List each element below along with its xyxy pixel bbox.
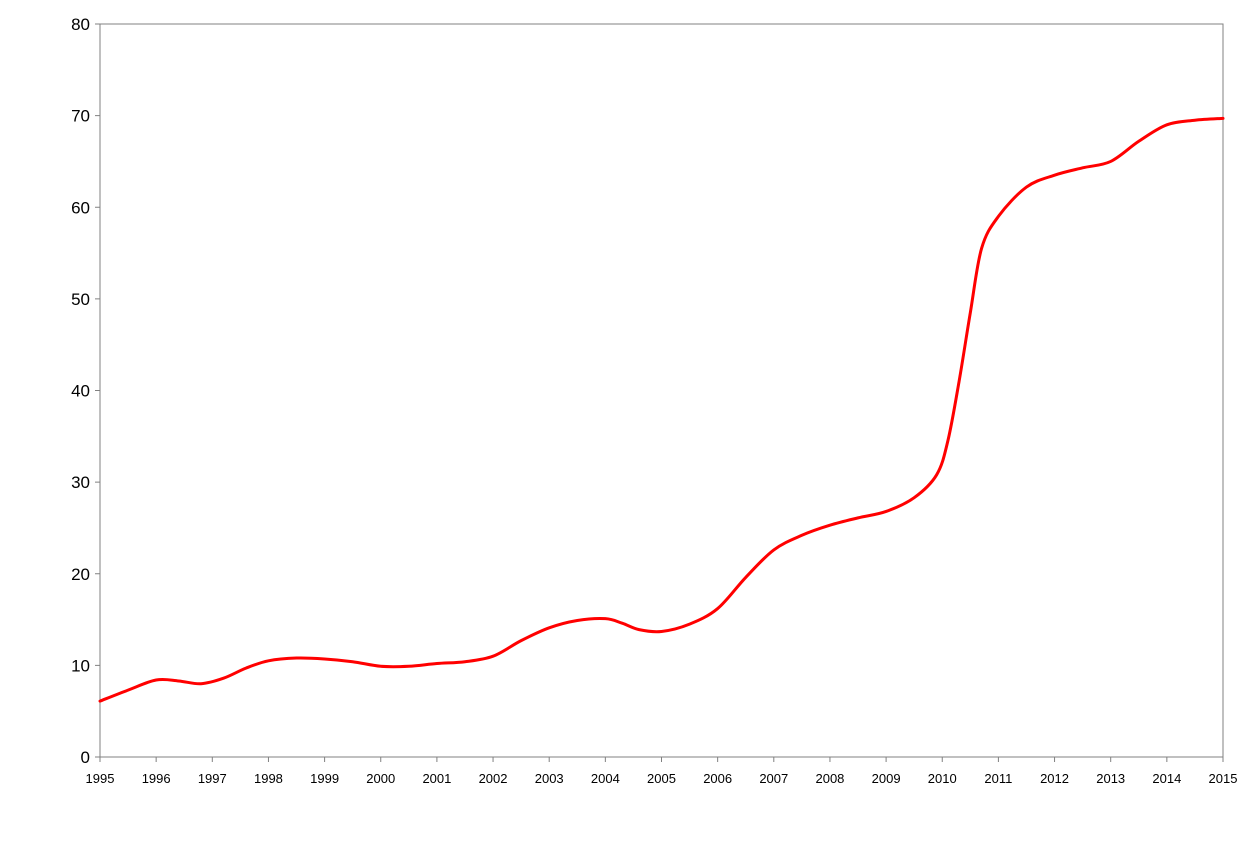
series-line	[98, 116, 1225, 703]
series-group	[98, 116, 1225, 703]
y-tick-label: 80	[71, 15, 90, 34]
x-tick-label: 2003	[535, 771, 564, 786]
x-tick-label: 2000	[366, 771, 395, 786]
x-tick-label: 2012	[1040, 771, 1069, 786]
x-tick-label: 2005	[647, 771, 676, 786]
plot-area	[99, 23, 1224, 758]
x-tick-label: 1997	[198, 771, 227, 786]
x-tick-label: 2008	[815, 771, 844, 786]
y-tick-label: 0	[81, 748, 90, 767]
x-tick-label: 2013	[1096, 771, 1125, 786]
x-tick-label: 1998	[254, 771, 283, 786]
x-tick-label: 2001	[422, 771, 451, 786]
y-tick-label: 30	[71, 473, 90, 492]
x-tick-label: 1996	[142, 771, 171, 786]
y-tick-label: 60	[71, 198, 90, 217]
x-tick-label: 2004	[591, 771, 620, 786]
x-axis-ticks: 1995 1996 1997 1998 1999 2000 2001 2002 2003 2004…	[86, 757, 1238, 786]
x-tick-label: 2015	[1209, 771, 1238, 786]
x-tick-label: 2010	[928, 771, 957, 786]
x-tick-label: 2009	[872, 771, 901, 786]
x-tick-label: 2002	[479, 771, 508, 786]
x-tick-label: 1995	[86, 771, 115, 786]
x-tick-label: 2011	[984, 771, 1012, 786]
x-tick-label: 2014	[1152, 771, 1181, 786]
x-tick-label: 2006	[703, 771, 732, 786]
y-tick-label: 20	[71, 565, 90, 584]
x-tick-label: 2007	[759, 771, 788, 786]
y-tick-label: 50	[71, 290, 90, 309]
x-tick-label: 1999	[310, 771, 339, 786]
y-axis-ticks: 0 10 20 30 40 50 60 70 80	[71, 15, 100, 767]
y-tick-label: 70	[71, 107, 90, 126]
y-tick-label: 10	[71, 656, 90, 675]
y-tick-label: 40	[71, 382, 90, 401]
